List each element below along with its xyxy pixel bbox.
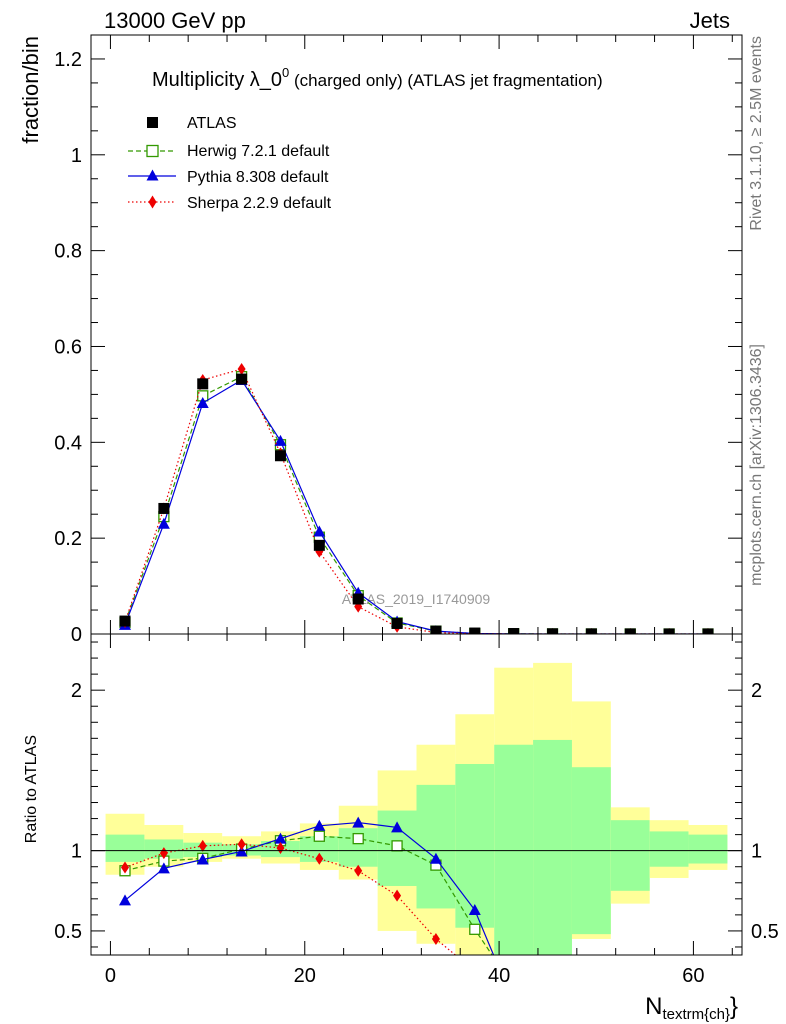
ratio-y-tick-label-left: 0.5: [54, 921, 82, 943]
main-point-atlas: [197, 378, 209, 390]
header-energy-label: 13000 GeV pp: [104, 8, 246, 33]
ratio-point-sherpa: [431, 932, 440, 945]
main-point-atlas: [547, 628, 559, 634]
ratio-point-herwig: [313, 830, 325, 842]
header-process-label: Jets: [690, 8, 730, 33]
main-point-sherpa: [237, 363, 246, 376]
main-point-atlas: [469, 627, 481, 634]
main-point-atlas: [391, 617, 403, 629]
ratio-y-tick-label-right: 1: [751, 841, 762, 863]
main-panel-series: [119, 363, 714, 634]
y-tick-label: 0.6: [54, 336, 82, 358]
band-green-bin: [105, 834, 145, 862]
band-green-bin: [610, 820, 650, 891]
ratio-point-pythia: [274, 832, 287, 844]
rivet-version-label: Rivet 3.1.10, ≥ 2.5M events: [748, 36, 765, 231]
y-tick-label: 0.4: [54, 432, 82, 454]
ratio-point-sherpa: [315, 852, 324, 865]
main-point-pythia: [196, 397, 209, 409]
ratio-point-sherpa: [121, 861, 130, 874]
ratio-point-pythia: [196, 853, 209, 865]
legend: ATLAS Herwig 7.2.1 default Pythia 8.308 …: [128, 115, 332, 212]
axis-ticks: 0 20 40 60 0 0.2 0.4 0.6 0.8 1 1.2 0.5 0.5 1 1 2 2: [54, 35, 779, 987]
band-green-bin: [533, 739, 572, 955]
y-axis-label-ratio: Ratio to ATLAS: [23, 735, 40, 843]
ratio-y-tick-label-left: 2: [71, 680, 82, 702]
y-tick-label: 0: [71, 624, 82, 646]
main-point-pythia: [274, 434, 287, 446]
main-point-pythia: [157, 517, 170, 529]
ratio-point-pythia: [157, 862, 170, 874]
legend-label-sherpa: Sherpa 2.2.9 default: [187, 195, 332, 212]
ratio-point-herwig: [352, 832, 364, 845]
ratio-panel-series: [119, 816, 495, 955]
x-tick-label: 40: [488, 965, 510, 987]
y-tick-label: 0.8: [54, 241, 82, 263]
ratio-point-pythia: [429, 852, 442, 864]
main-point-atlas: [585, 628, 597, 634]
ratio-y-tick-label-right: 0.5: [751, 921, 779, 943]
y-axis-label-main: fraction/bin: [18, 36, 43, 144]
ratio-y-tick-label-left: 1: [71, 841, 82, 863]
plot-title: Multiplicity λ_00 (charged only) (ATLAS …: [152, 65, 603, 91]
y-tick-label: 0.2: [54, 528, 82, 550]
ratio-point-sherpa: [198, 839, 207, 852]
ratio-point-pythia: [468, 904, 481, 916]
ratio-plot-frame: [90, 633, 743, 956]
band-green-bin: [416, 784, 456, 909]
y-tick-label: 1: [71, 145, 82, 167]
main-point-atlas: [119, 615, 131, 627]
main-point-atlas: [663, 628, 675, 634]
band-green-bin: [649, 831, 689, 867]
ratio-point-sherpa: [159, 847, 168, 860]
legend-label-herwig: Herwig 7.2.1 default: [187, 143, 330, 160]
main-point-pythia: [313, 525, 326, 537]
ratio-point-sherpa: [354, 864, 363, 877]
ratio-y-tick-label-right: 2: [751, 680, 762, 702]
y-tick-label: 1.2: [54, 49, 82, 71]
main-line-pythia: [124, 379, 708, 634]
main-point-atlas: [274, 450, 286, 462]
x-tick-label: 60: [682, 965, 704, 987]
ratio-point-herwig: [469, 923, 481, 935]
main-point-atlas: [313, 539, 325, 551]
ratio-point-sherpa: [237, 838, 246, 851]
ratio-point-sherpa: [393, 889, 402, 902]
x-tick-label: 0: [105, 965, 116, 987]
ratio-point-pythia: [313, 819, 326, 831]
main-point-atlas: [702, 628, 714, 634]
ratio-point-pythia: [391, 821, 404, 833]
main-point-atlas: [430, 625, 442, 634]
band-green-bin: [688, 834, 728, 864]
ratio-point-herwig: [391, 840, 403, 852]
main-point-atlas: [508, 628, 520, 634]
legend-marker-atlas: [147, 117, 158, 128]
band-green-bin: [494, 744, 534, 955]
main-point-atlas: [352, 593, 364, 605]
legend-label-atlas: ATLAS: [187, 115, 237, 132]
main-point-atlas: [624, 628, 636, 634]
ratio-point-pythia: [352, 816, 365, 828]
legend-label-pythia: Pythia 8.308 default: [187, 169, 329, 186]
x-tick-label: 20: [294, 965, 316, 987]
ratio-point-pythia: [119, 894, 132, 906]
legend-marker-pythia: [146, 169, 159, 181]
band-green-bin: [455, 764, 495, 928]
legend-marker-sherpa: [148, 195, 157, 209]
analysis-watermark: ATLAS_2019_I1740909: [342, 591, 491, 607]
ratio-uncertainty-bands: [105, 662, 728, 955]
x-axis-label: Ntextrm{ch}}: [645, 993, 738, 1023]
ratio-line-herwig: [124, 835, 493, 955]
main-point-atlas: [236, 373, 248, 385]
main-point-atlas: [158, 502, 170, 514]
ratio-line-sherpa: [124, 843, 457, 955]
mcplots-label: mcplots.cern.ch [arXiv:1306.3436]: [748, 344, 765, 586]
legend-marker-herwig: [146, 144, 159, 158]
